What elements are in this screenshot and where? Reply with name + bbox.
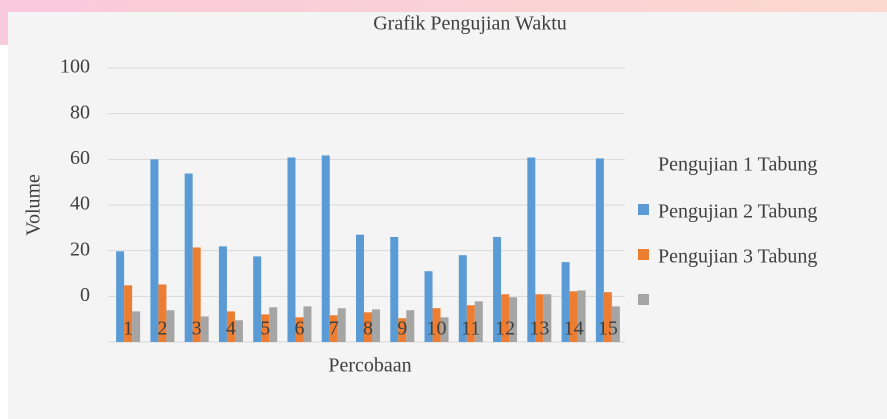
y-tick-label: 40 [70, 193, 90, 215]
bar [466, 305, 475, 342]
x-tick-label: 11 [461, 318, 480, 340]
y-tick-label: 60 [70, 147, 90, 169]
bar [543, 294, 552, 342]
bar [253, 256, 262, 342]
bar [287, 157, 296, 342]
bar [356, 234, 364, 342]
bar [132, 311, 141, 342]
bar [509, 297, 518, 342]
y-axis-label: Volume [23, 174, 45, 236]
x-tick-label: 12 [495, 318, 515, 340]
bar [398, 318, 407, 342]
bar [372, 309, 380, 342]
bar [501, 294, 510, 342]
x-tick-label: 7 [329, 318, 339, 340]
bar [192, 247, 201, 342]
legend-swatch [638, 294, 649, 305]
bar [406, 310, 415, 342]
chart-title: Grafik Pengujian Waktu [373, 13, 567, 35]
bar [337, 308, 346, 342]
x-tick-label: 4 [226, 318, 236, 340]
bar [603, 292, 612, 342]
x-tick-label: 13 [529, 318, 549, 340]
x-tick-label: 8 [363, 318, 373, 340]
bar [303, 306, 312, 342]
x-tick-label: 15 [598, 318, 618, 340]
bar [390, 236, 399, 342]
bar [226, 311, 235, 342]
y-tick-label: 80 [70, 101, 90, 123]
bar [329, 315, 338, 342]
bar [124, 285, 133, 342]
legend-heading: Pengujian 1 Tabung [658, 154, 817, 176]
legend-label: Pengujian 2 Tabung [658, 201, 817, 223]
x-tick-label: 6 [294, 318, 304, 340]
x-tick-label: 10 [427, 318, 447, 340]
x-tick-label: 2 [157, 318, 167, 340]
bar [458, 255, 467, 342]
bar [269, 307, 278, 342]
bar [432, 308, 441, 342]
bar [116, 251, 125, 342]
bar [150, 159, 159, 342]
y-tick-label: 20 [70, 238, 90, 260]
bar [166, 310, 175, 342]
bar [535, 294, 544, 342]
bar [234, 320, 243, 342]
bar [184, 173, 193, 342]
y-tick-label: 0 [80, 284, 90, 306]
bar [493, 236, 502, 342]
y-tick-label: 100 [60, 56, 90, 78]
bar [295, 317, 304, 342]
bar [561, 262, 570, 342]
bar [424, 271, 433, 342]
bar [158, 284, 167, 342]
bar [440, 317, 449, 342]
bar [218, 246, 227, 342]
bar [611, 306, 620, 342]
x-tick-label: 1 [123, 318, 133, 340]
bar [595, 158, 604, 342]
x-tick-label: 5 [260, 318, 270, 340]
legend-label: Pengujian 3 Tabung [658, 246, 817, 268]
bar [261, 314, 270, 342]
bar [474, 301, 483, 342]
bar [527, 157, 536, 342]
bar [577, 290, 586, 342]
bar [321, 155, 330, 342]
legend-swatch [638, 204, 649, 215]
bar [364, 312, 372, 342]
bar [200, 316, 209, 342]
legend-swatch [638, 249, 649, 260]
x-tick-label: 14 [564, 318, 584, 340]
x-tick-label: 9 [397, 318, 407, 340]
bar [569, 291, 578, 342]
x-tick-label: 3 [192, 318, 202, 340]
x-axis-label: Percobaan [328, 355, 411, 377]
